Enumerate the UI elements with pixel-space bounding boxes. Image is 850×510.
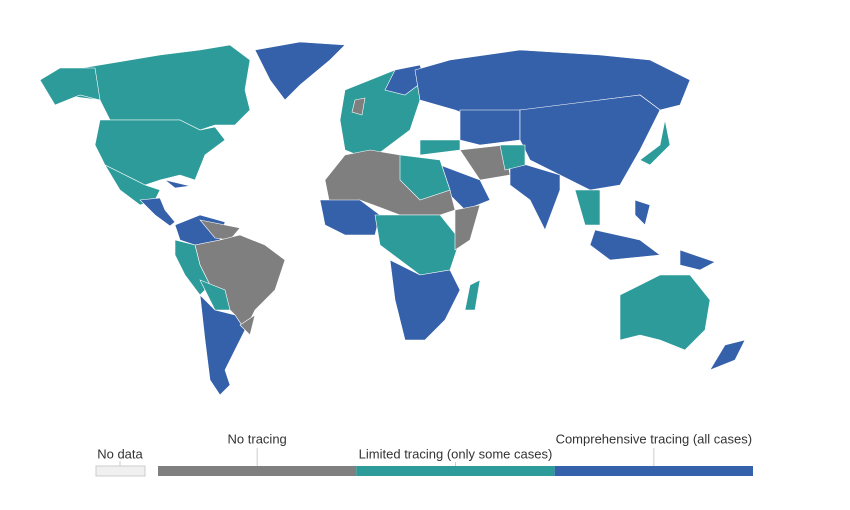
country [419, 139, 461, 156]
country [319, 199, 381, 236]
no-data-swatch [95, 465, 146, 477]
country [464, 279, 481, 311]
country [709, 339, 746, 371]
country [454, 204, 481, 251]
country [634, 199, 651, 226]
legend-label: No data [97, 446, 143, 461]
country [509, 159, 561, 231]
legend-swatch [554, 466, 753, 476]
country [39, 67, 101, 106]
country [619, 274, 711, 351]
country [389, 259, 461, 341]
country [199, 294, 246, 396]
legend-label: Comprehensive tracing (all cases) [556, 431, 753, 446]
country [164, 179, 191, 189]
legend: No data No tracing Limited tracing (only s… [95, 431, 753, 477]
country [639, 119, 671, 166]
legend-swatch [356, 466, 555, 476]
country [574, 189, 601, 226]
world-map [39, 41, 746, 396]
country [139, 197, 176, 227]
country [254, 41, 346, 101]
country [589, 229, 661, 261]
legend-swatch [158, 466, 357, 476]
country [459, 109, 521, 146]
legend-label: No tracing [228, 431, 287, 446]
country [374, 214, 461, 276]
country [199, 279, 231, 311]
country [239, 314, 256, 336]
country [399, 154, 451, 201]
country [39, 44, 251, 131]
country [679, 249, 716, 271]
country [351, 97, 366, 116]
country [499, 144, 526, 171]
country [104, 164, 161, 206]
legend-label: Limited tracing (only some cases) [359, 446, 553, 461]
